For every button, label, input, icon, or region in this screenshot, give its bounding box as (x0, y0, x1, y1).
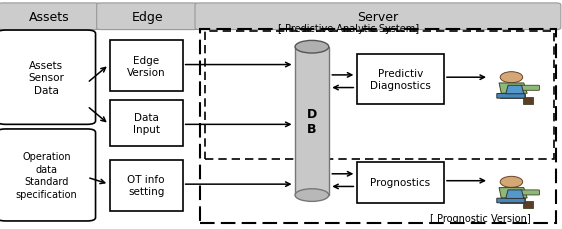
Bar (110, 101, 183, 147)
FancyBboxPatch shape (195, 4, 561, 30)
FancyBboxPatch shape (0, 31, 96, 125)
FancyBboxPatch shape (497, 198, 525, 203)
FancyBboxPatch shape (520, 86, 540, 91)
Bar (357, 163, 444, 203)
FancyBboxPatch shape (0, 129, 96, 221)
Bar (357, 55, 444, 104)
FancyBboxPatch shape (0, 4, 100, 30)
Text: [ Predictive Analytic System]: [ Predictive Analytic System] (278, 24, 419, 34)
Bar (205, 32, 554, 159)
Text: D
B: D B (307, 107, 317, 135)
Text: Server: Server (357, 11, 398, 24)
FancyBboxPatch shape (497, 94, 525, 99)
Bar (110, 41, 183, 92)
FancyBboxPatch shape (523, 202, 533, 208)
Ellipse shape (500, 72, 523, 83)
Bar (110, 160, 183, 211)
Text: [ Prognostic Version]: [ Prognostic Version] (430, 213, 531, 223)
Ellipse shape (295, 189, 329, 202)
Text: Prognostics: Prognostics (370, 178, 430, 188)
Bar (200, 30, 556, 223)
Text: Assets
Sensor
Data: Assets Sensor Data (29, 60, 64, 95)
Text: Edge: Edge (132, 11, 164, 24)
FancyBboxPatch shape (500, 94, 525, 98)
Text: OT info
setting: OT info setting (128, 174, 165, 197)
Text: Data
Input: Data Input (133, 112, 160, 135)
Text: Assets: Assets (29, 11, 70, 24)
Polygon shape (506, 190, 524, 199)
Polygon shape (506, 86, 524, 94)
Ellipse shape (500, 177, 523, 188)
Ellipse shape (295, 41, 329, 54)
Polygon shape (499, 188, 527, 198)
Polygon shape (499, 84, 527, 94)
FancyBboxPatch shape (500, 199, 525, 203)
Text: Operation
data
Standard
specification: Operation data Standard specification (16, 152, 77, 199)
Text: Predictiv
Diagnostics: Predictiv Diagnostics (370, 68, 431, 91)
FancyBboxPatch shape (520, 190, 540, 195)
FancyBboxPatch shape (523, 97, 533, 104)
Text: Edge
Version: Edge Version (127, 55, 165, 78)
Bar (295, 47, 329, 195)
FancyBboxPatch shape (97, 4, 198, 30)
